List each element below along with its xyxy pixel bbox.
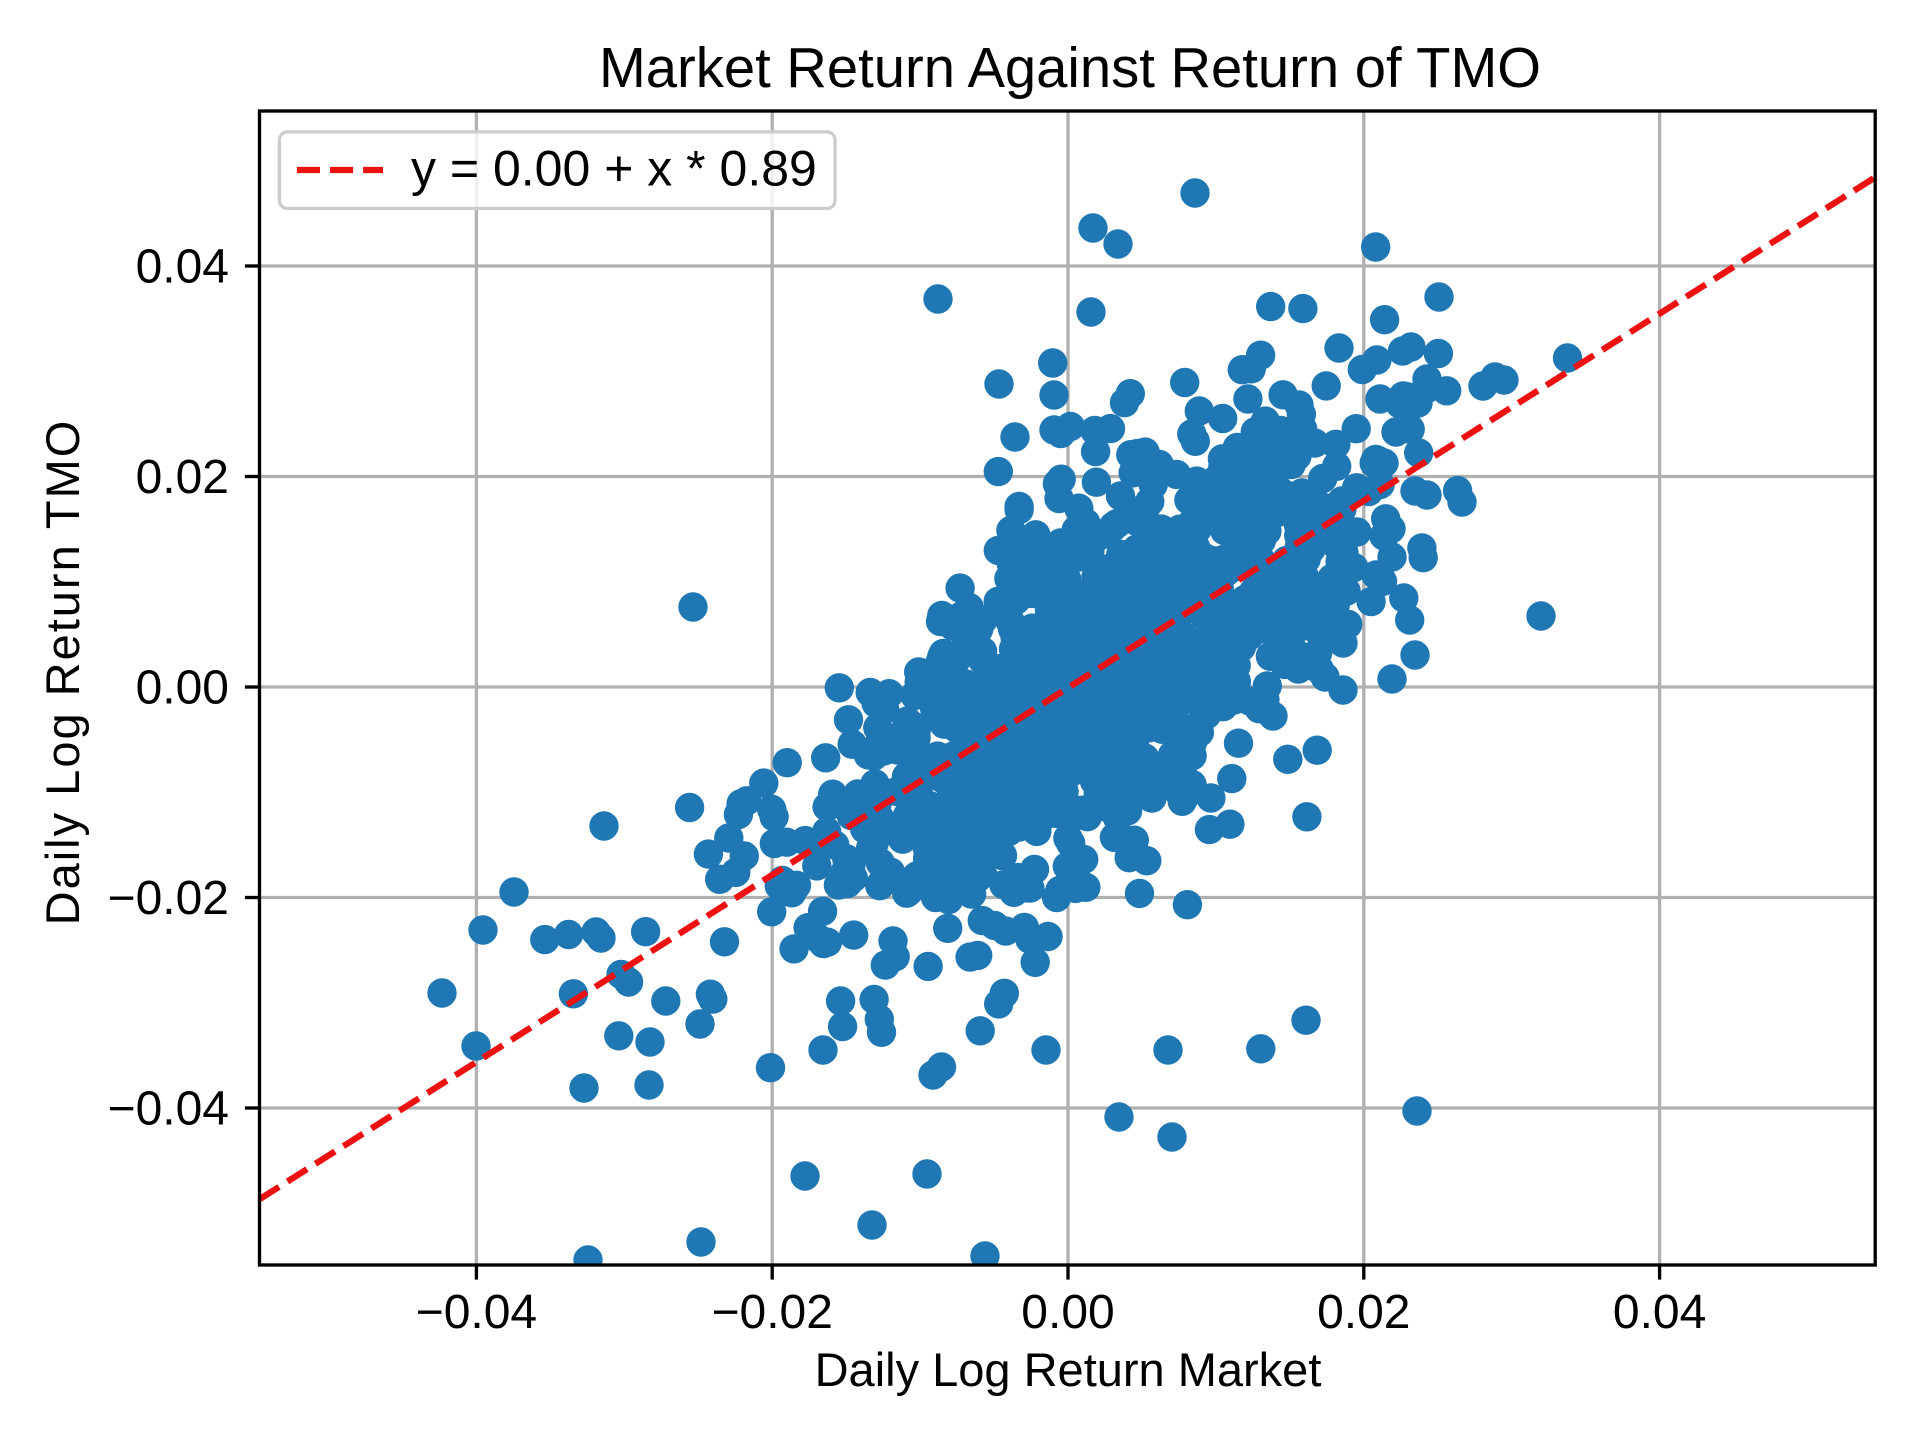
svg-text:−0.04: −0.04 <box>108 1083 229 1136</box>
svg-text:0.04: 0.04 <box>1613 1286 1706 1339</box>
svg-text:−0.02: −0.02 <box>108 872 229 925</box>
svg-text:Market Return Against Return o: Market Return Against Return of TMO <box>599 36 1541 99</box>
svg-text:0.02: 0.02 <box>1317 1286 1410 1339</box>
svg-text:−0.02: −0.02 <box>711 1286 832 1339</box>
svg-text:−0.04: −0.04 <box>416 1286 537 1339</box>
svg-text:0.00: 0.00 <box>136 662 229 715</box>
svg-text:Daily Log Return Market: Daily Log Return Market <box>815 1343 1322 1396</box>
svg-text:Daily Log Return TMO: Daily Log Return TMO <box>36 419 89 926</box>
svg-text:0.02: 0.02 <box>136 451 229 504</box>
svg-text:0.04: 0.04 <box>136 241 229 294</box>
svg-text:y = 0.00 + x * 0.89: y = 0.00 + x * 0.89 <box>411 141 817 197</box>
svg-text:0.00: 0.00 <box>1021 1286 1114 1339</box>
